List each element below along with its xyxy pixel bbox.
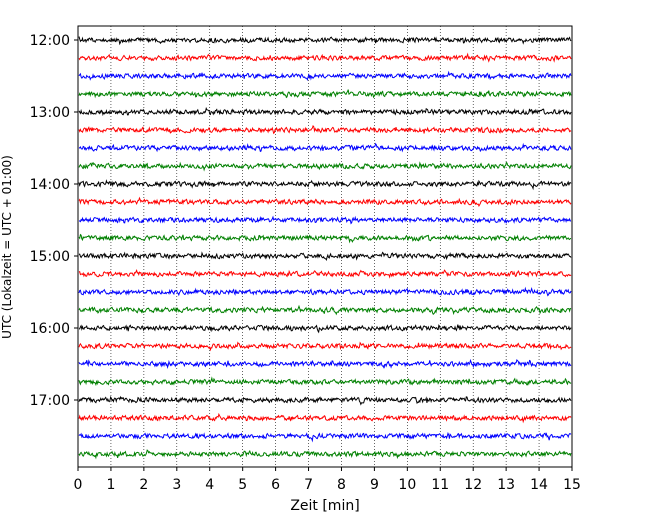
- trace-line: [78, 412, 572, 424]
- trace-line: [78, 215, 572, 225]
- y-tick-label: 13:00: [30, 105, 70, 121]
- x-tick-label: 9: [370, 477, 379, 493]
- trace-line: [78, 304, 572, 316]
- x-axis-ticks: 0 1 2 3 4 5 6 7 8 9 10 11 12 13 14 15: [74, 467, 581, 493]
- trace-line: [78, 286, 572, 297]
- x-tick-label: 15: [563, 477, 581, 493]
- trace-line: [78, 233, 572, 244]
- trace-line: [78, 36, 572, 46]
- x-tick-label: 3: [172, 477, 181, 493]
- x-tick-label: 13: [497, 477, 515, 493]
- y-tick-label: 12:00: [30, 33, 70, 49]
- trace-line: [78, 196, 572, 208]
- x-tick-label: 8: [337, 477, 346, 493]
- y-axis-title: UTC (Lokalzeit = UTC + 01:00): [0, 155, 14, 339]
- trace-line: [78, 161, 572, 172]
- x-tick-label: 6: [271, 477, 280, 493]
- trace-line: [78, 358, 572, 370]
- trace-line: [78, 89, 572, 99]
- trace-line: [78, 376, 572, 387]
- x-tick-label: 10: [398, 477, 416, 493]
- trace-line: [78, 341, 572, 352]
- x-axis-title: Zeit [min]: [290, 498, 359, 514]
- trace-line: [78, 431, 572, 443]
- x-tick-label: 12: [464, 477, 482, 493]
- y-tick-label: 17:00: [30, 393, 70, 409]
- y-tick-label: 14:00: [30, 177, 70, 193]
- x-tick-label: 2: [139, 477, 148, 493]
- trace-line: [78, 395, 572, 406]
- y-axis-ticks: 12:00 13:00 14:00 15:00 16:00 17:00: [30, 33, 78, 409]
- trace-line: [78, 449, 572, 460]
- x-tick-label: 7: [304, 477, 313, 493]
- trace-line: [78, 52, 572, 63]
- y-tick-label: 16:00: [30, 321, 70, 337]
- trace-line: [78, 268, 572, 279]
- x-tick-label: 11: [431, 477, 449, 493]
- trace-line: [78, 142, 572, 153]
- x-tick-label: 1: [106, 477, 115, 493]
- y-tick-label: 15:00: [30, 249, 70, 265]
- x-tick-label: 0: [74, 477, 83, 493]
- trace-line: [78, 251, 572, 261]
- x-tick-label: 4: [205, 477, 214, 493]
- trace-line: [78, 70, 572, 81]
- plot-frame: [77, 25, 573, 468]
- seismogram-traces: [78, 36, 572, 460]
- x-tick-label: 14: [530, 477, 548, 493]
- trace-line: [78, 106, 572, 117]
- trace-line: [78, 125, 572, 135]
- trace-line: [78, 179, 572, 191]
- trace-line: [78, 324, 572, 334]
- x-tick-label: 5: [238, 477, 247, 493]
